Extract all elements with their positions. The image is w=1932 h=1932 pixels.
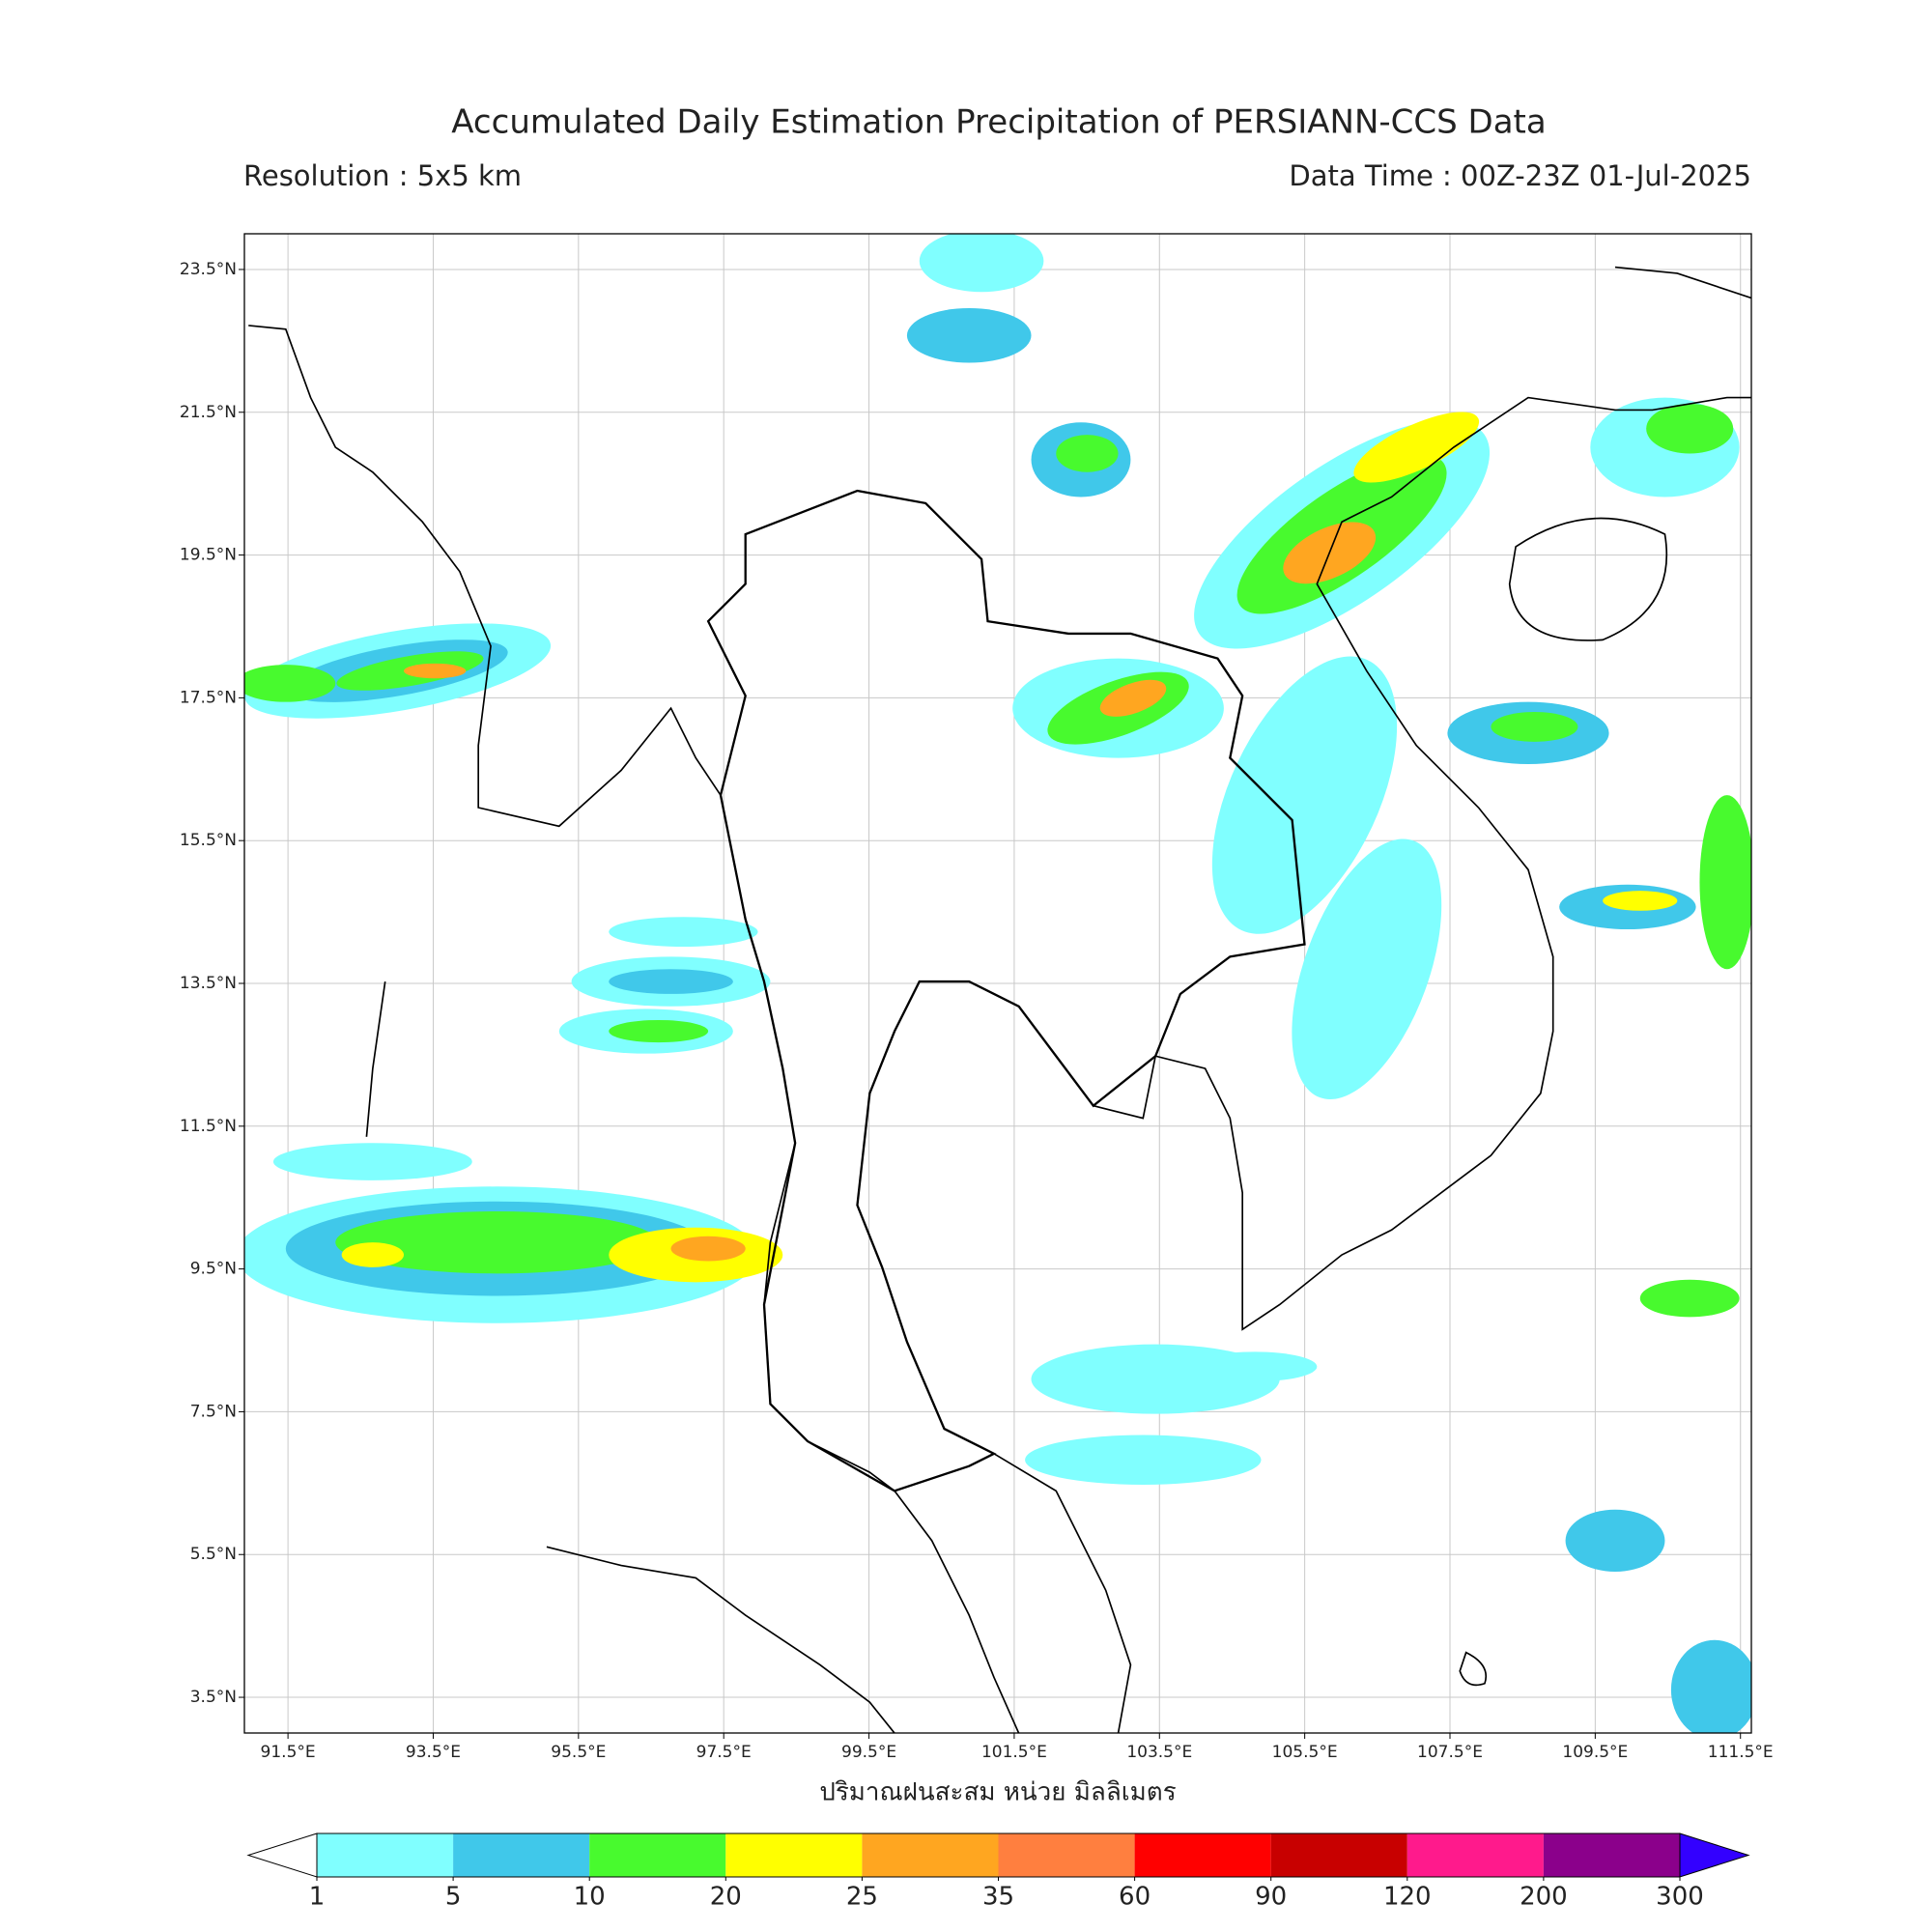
colorbar-label: 20 [710,1883,742,1912]
precipitation [244,234,1751,1733]
colorbar-segment [589,1833,726,1877]
coastlines [248,266,1751,1733]
y-tick-label: 19.5°N [180,546,237,565]
x-axis-label: ปริมาณฝนสะสม หน่วย มิลลิเมตร [819,1778,1176,1807]
x-tick-label: 99.5°E [841,1743,896,1762]
map-layer [244,234,1751,1733]
colorbar-segment [1134,1833,1271,1877]
colorbar-segment [317,1833,454,1877]
x-tick-label: 93.5°E [406,1743,461,1762]
y-tick-label: 23.5°N [180,260,237,279]
colorbar-label: 25 [846,1883,878,1912]
colorbar-segment [998,1833,1135,1877]
x-tick-label: 91.5°E [261,1743,316,1762]
x-tick-label: 97.5°E [696,1743,752,1762]
colorbar-label: 1 [309,1883,326,1912]
y-tick-label: 15.5°N [180,831,237,850]
y-tick-label: 17.5°N [180,688,237,707]
data-time: Data Time : 00Z-23Z 01-Jul-2025 [1289,159,1751,192]
y-tick-label: 5.5°N [190,1545,237,1564]
colorbar-label: 60 [1119,1883,1151,1912]
y-tick-label: 11.5°N [180,1117,237,1136]
colorbar-label: 300 [1656,1883,1704,1912]
colorbar-segment [1270,1833,1407,1877]
chart-title: Accumulated Daily Estimation Precipitati… [451,103,1546,142]
resolution: Resolution : 5x5 km [243,159,522,192]
colorbar-label: 120 [1383,1883,1432,1912]
colorbar: 1 5 10 20 25 35 60 90 120 200 300 [246,1833,1750,1912]
x-tick-label: 105.5°E [1272,1743,1338,1762]
x-tick-label: 109.5°E [1562,1743,1628,1762]
x-tick-label: 103.5°E [1126,1743,1192,1762]
colorbar-segment [1406,1833,1544,1877]
x-tick-label: 107.5°E [1417,1743,1483,1762]
y-tick-label: 3.5°N [190,1688,237,1707]
colorbar-segment [862,1833,999,1877]
x-tick-label: 111.5°E [1708,1743,1774,1762]
colorbar-label: 90 [1255,1883,1287,1912]
colorbar-label: 200 [1520,1883,1568,1912]
colorbar-label: 35 [982,1883,1014,1912]
y-tick-label: 9.5°N [190,1260,237,1279]
colorbar-segment [725,1833,863,1877]
colorbar-label: 10 [574,1883,606,1912]
x-tick-label: 95.5°E [551,1743,606,1762]
y-tick-label: 21.5°N [180,403,237,422]
x-tick-label: 101.5°E [981,1743,1047,1762]
y-tick-label: 13.5°N [180,974,237,993]
colorbar-label: 5 [445,1883,462,1912]
colorbar-segment [1543,1833,1680,1877]
colorbar-segment [453,1833,590,1877]
y-tick-label: 7.5°N [190,1402,237,1421]
